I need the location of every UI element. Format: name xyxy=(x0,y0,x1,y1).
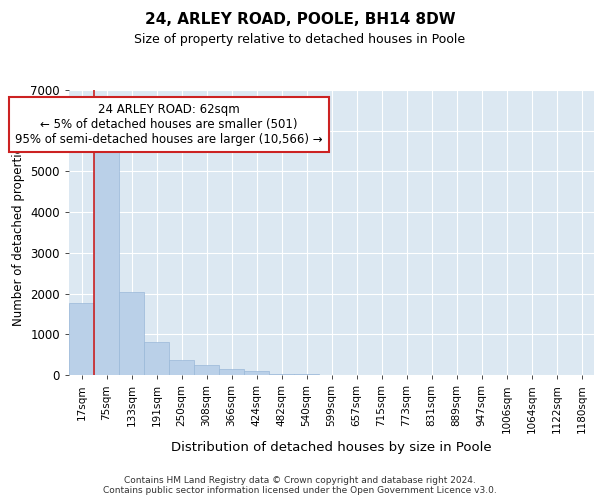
X-axis label: Distribution of detached houses by size in Poole: Distribution of detached houses by size … xyxy=(171,441,492,454)
Bar xyxy=(194,365,219,375)
Bar xyxy=(69,302,94,375)
Text: 24 ARLEY ROAD: 62sqm
← 5% of detached houses are smaller (501)
95% of semi-detac: 24 ARLEY ROAD: 62sqm ← 5% of detached ho… xyxy=(15,103,323,146)
Bar xyxy=(219,369,244,375)
Text: Contains HM Land Registry data © Crown copyright and database right 2024.
Contai: Contains HM Land Registry data © Crown c… xyxy=(103,476,497,495)
Text: Size of property relative to detached houses in Poole: Size of property relative to detached ho… xyxy=(134,32,466,46)
Bar xyxy=(94,141,119,375)
Bar xyxy=(119,292,144,375)
Bar xyxy=(269,374,294,375)
Y-axis label: Number of detached properties: Number of detached properties xyxy=(12,140,25,326)
Bar xyxy=(144,342,169,375)
Bar xyxy=(169,360,194,375)
Bar xyxy=(244,371,269,375)
Bar xyxy=(294,374,319,375)
Text: 24, ARLEY ROAD, POOLE, BH14 8DW: 24, ARLEY ROAD, POOLE, BH14 8DW xyxy=(145,12,455,28)
